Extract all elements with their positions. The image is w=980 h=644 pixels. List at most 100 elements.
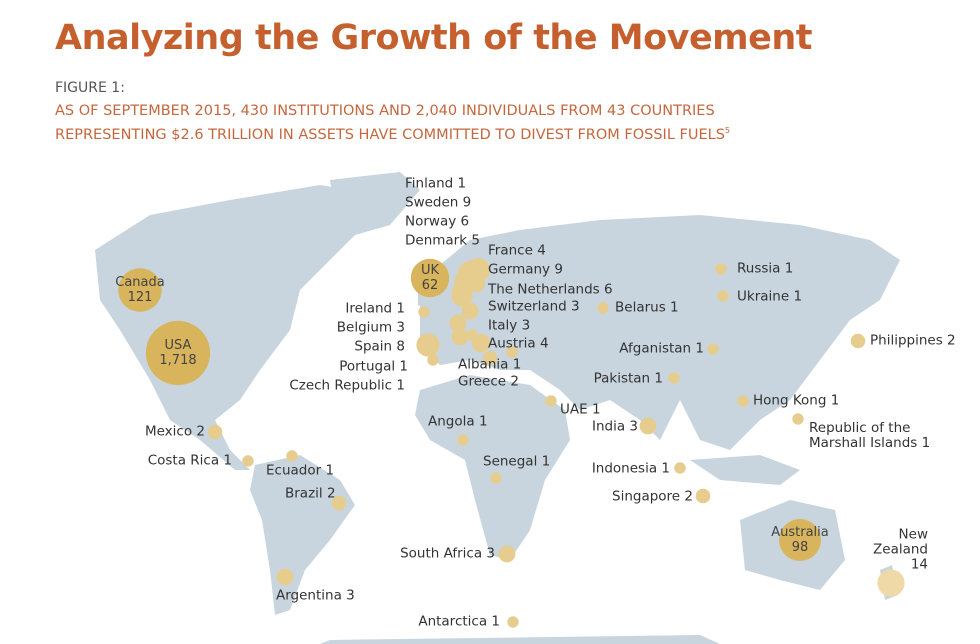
footnote-marker: 5 bbox=[724, 126, 731, 135]
country-label: Greece 2 bbox=[458, 373, 519, 390]
country-value: 1 bbox=[325, 462, 335, 479]
country-name: UAE bbox=[560, 401, 588, 418]
country-value: 6 bbox=[460, 213, 470, 230]
country-label: Ecuador 1 bbox=[266, 462, 335, 479]
eurasia bbox=[420, 215, 900, 450]
country-value: 62 bbox=[421, 278, 439, 293]
country-value: 121 bbox=[127, 290, 153, 305]
country-label: South Africa 3 bbox=[400, 545, 495, 562]
country-value: 1 bbox=[457, 175, 467, 192]
country-bubble bbox=[427, 354, 439, 366]
country-name: Austria bbox=[488, 335, 536, 352]
subtitle-text: REPRESENTING $2.6 TRILLION IN ASSETS HAV… bbox=[55, 126, 725, 143]
country-label: UAE 1 bbox=[560, 401, 601, 418]
country-name: Costa Rica bbox=[147, 452, 220, 469]
country-bubble bbox=[490, 472, 502, 484]
country-name: France bbox=[488, 242, 533, 259]
country-bubble bbox=[451, 328, 469, 346]
subtitle: REPRESENTING $2.6 TRILLION IN ASSETS HAV… bbox=[55, 126, 730, 143]
country-bubble bbox=[145, 320, 211, 386]
country-value: 6 bbox=[604, 281, 613, 298]
country-bubble bbox=[118, 268, 162, 312]
country-name: Philippines bbox=[870, 332, 943, 349]
country-bubble bbox=[242, 455, 254, 467]
country-name: India bbox=[591, 418, 626, 435]
country-label: Senegal 1 bbox=[483, 453, 551, 470]
bubble-label: UK 62 bbox=[421, 263, 439, 293]
country-label: Argentina 3 bbox=[276, 588, 355, 604]
country-label: Ukraine 1 bbox=[737, 289, 802, 305]
south-america bbox=[250, 455, 355, 615]
country-name: Afganistan bbox=[619, 340, 692, 357]
country-label: Portugal 1 bbox=[339, 359, 408, 375]
country-label: France 4 bbox=[488, 242, 546, 259]
country-label: Antarctica 1 bbox=[418, 614, 500, 630]
country-name: Ecuador bbox=[266, 462, 322, 479]
country-name: UK bbox=[420, 263, 440, 278]
country-value: 1 bbox=[541, 453, 551, 470]
country-label: Austria 4 bbox=[488, 335, 549, 352]
country-value: 1 bbox=[695, 340, 704, 357]
country-name: Singapore bbox=[612, 488, 681, 505]
country-label: Switzerland 3 bbox=[488, 298, 580, 315]
country-bubble bbox=[695, 488, 711, 504]
country-value: 3 bbox=[486, 545, 495, 562]
country-value: 1 bbox=[396, 300, 405, 317]
country-value: 8 bbox=[396, 338, 405, 355]
country-label: Denmark 5 bbox=[405, 232, 480, 249]
country-bubble bbox=[276, 568, 294, 586]
country-bubble bbox=[451, 285, 473, 307]
country-bubble bbox=[286, 450, 298, 462]
country-value: 3 bbox=[629, 418, 638, 435]
north-america bbox=[95, 185, 380, 470]
country-bubble bbox=[457, 434, 469, 446]
country-label: Philippines 2 bbox=[870, 332, 956, 349]
country-value: 1 bbox=[223, 452, 232, 469]
country-name: Ireland bbox=[345, 300, 393, 317]
country-name: The Netherlands bbox=[488, 281, 600, 298]
country-bubble bbox=[410, 258, 450, 298]
country-name: Brazil bbox=[285, 485, 323, 502]
country-value: 1 bbox=[396, 377, 405, 394]
country-label: Finland 1 bbox=[405, 175, 467, 192]
country-name: Denmark bbox=[405, 232, 468, 249]
country-bubble bbox=[792, 413, 804, 425]
country-value: 1 bbox=[478, 413, 488, 430]
country-value: 1 bbox=[784, 260, 794, 277]
country-value: 98 bbox=[791, 540, 809, 555]
country-name: Czech Republic bbox=[289, 377, 393, 394]
country-label: Belarus 1 bbox=[615, 300, 679, 316]
country-label: Republic of the Marshall Islands 1 bbox=[809, 421, 934, 451]
africa bbox=[415, 375, 570, 560]
title: Analyzing the Growth of the Movement bbox=[55, 18, 813, 58]
country-label: Italy 3 bbox=[488, 318, 530, 334]
country-bubble bbox=[717, 290, 729, 302]
country-label: Belgium 3 bbox=[337, 320, 405, 336]
country-bubble bbox=[850, 333, 866, 349]
figure-label: FIGURE 1: bbox=[55, 80, 125, 96]
country-value: 1 bbox=[512, 356, 522, 373]
country-name: Angola bbox=[428, 413, 475, 430]
country-name: Sweden bbox=[405, 194, 459, 211]
country-value: 3 bbox=[571, 298, 580, 315]
country-value: 1 bbox=[654, 370, 663, 387]
country-bubble bbox=[207, 424, 223, 440]
country-label: Sweden 9 bbox=[405, 194, 472, 211]
country-bubble bbox=[449, 314, 467, 332]
antarctica bbox=[320, 635, 720, 644]
country-bubble bbox=[507, 616, 519, 628]
country-value: 2 bbox=[510, 373, 519, 390]
country-bubble bbox=[418, 306, 430, 318]
country-label: Indonesia 1 bbox=[592, 460, 670, 477]
country-bubble bbox=[498, 545, 516, 563]
country-value: 9 bbox=[554, 261, 563, 278]
country-label: Czech Republic 1 bbox=[289, 377, 405, 394]
country-name: Norway bbox=[405, 213, 457, 230]
country-value: 1,718 bbox=[159, 353, 197, 368]
country-bubble bbox=[461, 302, 479, 320]
country-bubble bbox=[416, 333, 440, 357]
country-value: 9 bbox=[462, 194, 472, 211]
country-value: 1 bbox=[661, 460, 670, 477]
